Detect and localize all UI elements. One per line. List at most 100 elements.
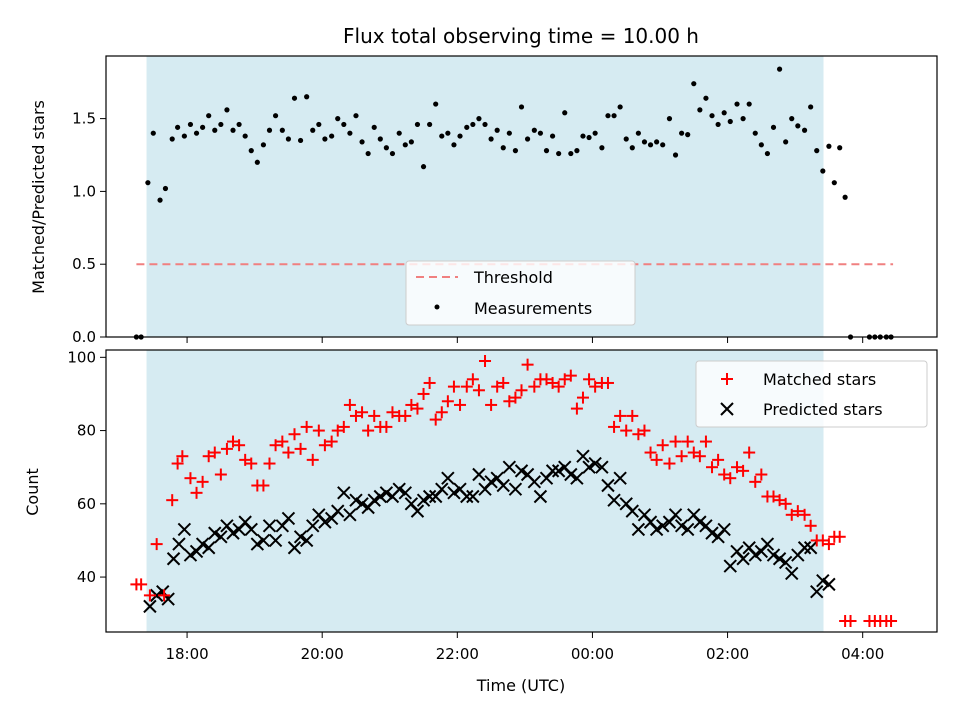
- predicted-legend-label: Predicted stars: [763, 400, 883, 419]
- measurement-point: [537, 130, 544, 136]
- predicted-star-point: [785, 566, 799, 581]
- predicted-star-point: [441, 471, 455, 485]
- matched-star-point: [158, 589, 171, 602]
- top-plot-frame: [105, 55, 938, 338]
- matched-star-point: [417, 387, 430, 400]
- matched-star-point: [589, 380, 602, 393]
- matched-star-point: [220, 442, 233, 455]
- matched-star-point: [576, 391, 589, 404]
- measurement-point: [556, 150, 562, 157]
- matched-star-point: [785, 508, 798, 521]
- matched-star-point: [331, 424, 344, 437]
- matched-star-point: [245, 457, 258, 470]
- predicted-star-point: [460, 489, 474, 504]
- predicted-star-point: [527, 475, 542, 489]
- matched-star-point: [644, 446, 657, 459]
- measurement-point: [389, 150, 396, 157]
- predicted-star-point: [331, 504, 345, 518]
- matched-star-point: [687, 446, 700, 459]
- matched-star-point: [844, 615, 857, 628]
- measurement-point: [789, 116, 795, 122]
- predicted-star-point: [778, 555, 793, 570]
- predicted-star-point: [410, 504, 425, 518]
- x-tick-label: 18:00: [165, 645, 208, 663]
- matched-star-point: [184, 472, 197, 485]
- predicted-star-point: [214, 530, 228, 544]
- matched-star-point: [318, 439, 331, 452]
- predicted-star-point: [508, 482, 523, 496]
- measurement-point: [482, 121, 488, 128]
- matched-star-point: [386, 406, 399, 419]
- predicted-star-point: [810, 585, 824, 599]
- measurement-point: [420, 164, 427, 170]
- measurement-point: [206, 113, 212, 119]
- predicted-star-point: [143, 599, 157, 614]
- matched-star-point: [558, 373, 571, 386]
- matched-star-point: [466, 373, 479, 386]
- matched-star-point: [755, 468, 768, 481]
- bottom-panel: 40 60 80 100 18:00 20:00 22:00 00:00 02:00 04:00…: [23, 348, 938, 695]
- measurement-point: [335, 116, 341, 122]
- measurement-point: [795, 123, 801, 129]
- matched-star-point: [166, 494, 179, 507]
- measurement-point: [635, 130, 641, 136]
- matched-star-point: [632, 428, 645, 441]
- predicted-star-point: [631, 522, 646, 537]
- matched-legend-swatch: [721, 373, 733, 385]
- measurement-point: [341, 121, 347, 128]
- measurement-point: [666, 116, 673, 122]
- measurement-point: [524, 136, 531, 142]
- measurement-point: [740, 116, 746, 122]
- measurement-point: [347, 130, 353, 136]
- top-legend-box: [405, 260, 636, 326]
- x-tick-label: 00:00: [571, 645, 614, 663]
- matched-star-point: [804, 519, 817, 532]
- measurement-point: [808, 104, 814, 110]
- predicted-star-point: [496, 478, 510, 493]
- matched-star-point: [399, 409, 412, 422]
- predicted-star-point: [748, 548, 762, 562]
- measurement-point: [568, 150, 574, 157]
- x-tick-label: 04:00: [841, 645, 884, 663]
- predicted-star-point: [601, 478, 615, 493]
- matched-star-point: [528, 380, 541, 393]
- x-tick-label: 20:00: [301, 645, 344, 663]
- measurement-point: [187, 121, 194, 128]
- measurement-point: [212, 127, 218, 133]
- y-tick-label: 40: [77, 568, 96, 586]
- matched-star-point: [282, 446, 295, 459]
- bottom-y-axis-label: Count: [23, 468, 42, 516]
- predicted-star-point: [576, 449, 590, 463]
- matched-star-point: [306, 453, 319, 466]
- matched-star-point: [176, 450, 189, 463]
- predicted-star-point: [816, 574, 830, 588]
- measurement-point: [254, 159, 260, 165]
- measurement-point: [476, 116, 482, 122]
- measurement-point: [304, 94, 310, 100]
- predicted-star-point: [705, 526, 719, 540]
- matched-star-point: [749, 475, 762, 488]
- matched-star-point: [515, 384, 528, 397]
- threshold-legend-label: Threshold: [473, 268, 553, 287]
- matched-star-point: [411, 402, 424, 415]
- predicted-star-point: [797, 541, 812, 555]
- bottom-plot-frame: [105, 349, 938, 633]
- measurement-point: [260, 142, 267, 148]
- measurement-point: [451, 142, 457, 148]
- predicted-star-point: [502, 460, 517, 474]
- measurement-point: [414, 121, 421, 128]
- measurement-point: [512, 148, 519, 154]
- predicted-star-point: [416, 493, 431, 507]
- top-y-axis: 0.0 0.5 1.0 1.5: [72, 110, 106, 346]
- matched-star-point: [227, 435, 240, 448]
- measurement-point: [200, 124, 206, 130]
- matched-star-point: [300, 420, 313, 433]
- matched-legend-label: Matched stars: [763, 370, 876, 389]
- measurement-point: [574, 148, 580, 154]
- predicted-star-point: [625, 504, 640, 518]
- predicted-star-point: [693, 515, 707, 529]
- predicted-star-point: [760, 537, 775, 551]
- bottom-y-axis: 40 60 80 100: [67, 348, 106, 586]
- matched-star-point: [356, 406, 369, 419]
- y-tick-label: 1.0: [72, 182, 96, 200]
